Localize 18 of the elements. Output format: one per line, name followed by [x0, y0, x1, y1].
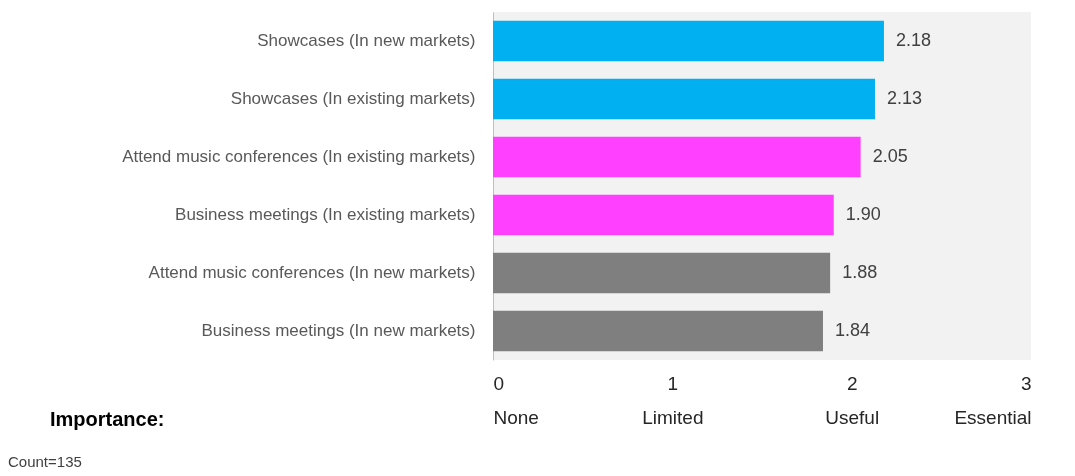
y-tick-label: Business meetings (In existing markets): [175, 205, 476, 224]
x-tick-label: 0 None: [493, 372, 539, 428]
data-label: 2.05: [872, 146, 908, 166]
data-label: 1.90: [845, 204, 881, 224]
x-tick-label: 1 Limited: [642, 372, 704, 428]
y-tick-label: Attend music conferences (In new markets): [148, 263, 476, 282]
data-label: 1.84: [834, 320, 871, 340]
text: Count=135: [8, 453, 82, 470]
data-label: 2.13: [886, 88, 923, 108]
data-label: 2.18: [895, 30, 931, 50]
x-tick-label: 3 Essential: [954, 372, 1032, 428]
y-tick-label: Business meetings (In new markets): [201, 321, 476, 340]
data-label: 1.88: [842, 262, 878, 282]
y-tick-label: Showcases (In existing markets): [230, 89, 476, 108]
x-axis-title: Importance:: [50, 408, 165, 430]
y-tick-label: Showcases (In new markets): [257, 31, 476, 50]
x-tick-label: 2 Useful: [825, 372, 880, 428]
y-tick-label: Attend music conferences (In existing markets): [122, 147, 476, 166]
